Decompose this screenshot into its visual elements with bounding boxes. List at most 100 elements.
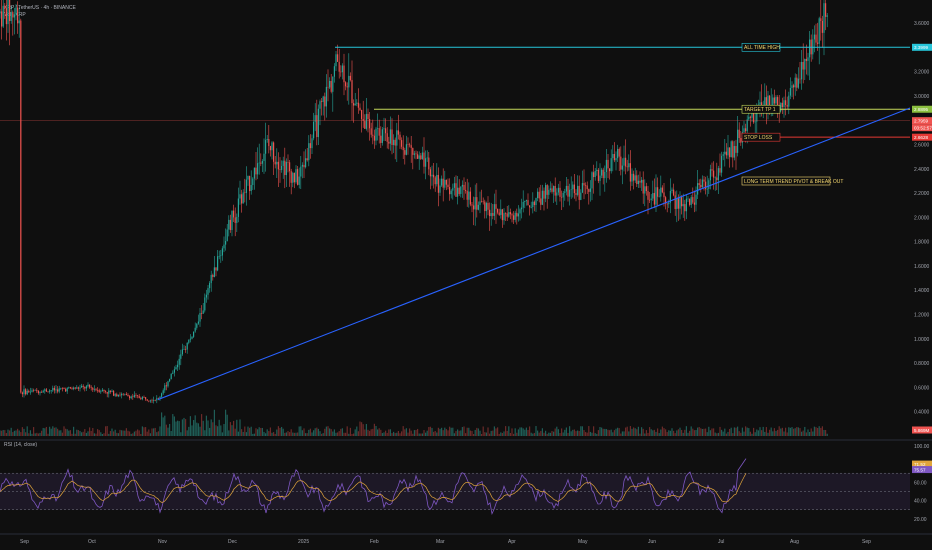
- volume-bar: [698, 427, 700, 436]
- volume-bar: [141, 426, 143, 436]
- candle-body: [277, 161, 279, 170]
- candle-body: [53, 387, 55, 391]
- volume-bar: [471, 430, 473, 436]
- volume-bar: [63, 426, 65, 436]
- volume-bar: [463, 426, 465, 436]
- volume-bar: [743, 431, 745, 436]
- candle-body: [593, 172, 595, 178]
- volume-bar: [809, 431, 811, 436]
- volume-bar: [359, 421, 361, 436]
- candle-body: [682, 204, 684, 207]
- volume-bar: [473, 433, 475, 436]
- volume-bar: [553, 431, 555, 436]
- volume-bar: [332, 431, 334, 436]
- candle-body: [516, 212, 518, 217]
- candle-body: [234, 217, 236, 223]
- candle-body: [461, 184, 463, 187]
- candle-body: [594, 170, 596, 178]
- candle-body: [553, 186, 555, 192]
- candle-body: [244, 192, 246, 194]
- candle-body: [284, 160, 286, 176]
- volume-bar: [138, 430, 140, 436]
- candle-body: [735, 146, 737, 153]
- volume-bar: [455, 431, 457, 436]
- candle-body: [113, 390, 115, 396]
- volume-bar: [492, 430, 494, 436]
- candle-body: [348, 75, 350, 88]
- rsi-tick-label: 100.00: [914, 444, 930, 450]
- candle-body: [44, 389, 46, 391]
- volume-bar: [53, 427, 55, 436]
- candle-body: [788, 95, 790, 107]
- candle-body: [717, 168, 719, 181]
- candle-body: [145, 397, 147, 400]
- candle-body: [745, 128, 747, 132]
- rsi-line: [0, 458, 747, 516]
- candle-body: [252, 178, 254, 186]
- candle-body: [653, 193, 655, 205]
- volume-bar: [273, 432, 275, 436]
- volume-bar: [293, 432, 295, 436]
- volume-bar: [561, 428, 563, 436]
- candle-body: [532, 201, 534, 208]
- volume-bar: [535, 426, 537, 436]
- volume-bar: [821, 426, 823, 436]
- time-tick-label: Jun: [648, 539, 656, 545]
- volume-bar: [250, 426, 252, 436]
- candle-body: [537, 191, 539, 199]
- rsi-ma-line: [0, 473, 747, 503]
- candle-body: [669, 190, 671, 203]
- candle-body: [442, 178, 444, 188]
- candle-body: [138, 396, 140, 399]
- volume-bar: [41, 430, 43, 436]
- candle-body: [521, 207, 523, 210]
- volume-bar: [292, 432, 294, 436]
- candle-body: [460, 186, 462, 194]
- volume-bar: [791, 427, 793, 436]
- candle-body: [47, 391, 49, 393]
- candle-body: [818, 18, 820, 44]
- volume-bar: [173, 416, 175, 436]
- volume-bar: [74, 433, 76, 436]
- volume-bar: [639, 433, 641, 436]
- volume-bar: [247, 426, 249, 436]
- volume-bar: [399, 433, 401, 436]
- candle-body: [74, 387, 76, 389]
- volume-bar: [679, 427, 681, 436]
- candle-body: [225, 241, 227, 245]
- volume-bar: [620, 433, 622, 436]
- volume-bar: [655, 431, 657, 436]
- volume-bar: [181, 419, 183, 436]
- volume-bar: [413, 430, 415, 436]
- volume-bar: [717, 432, 719, 436]
- candle-body: [681, 196, 683, 207]
- candle-body: [276, 161, 278, 165]
- candle-body: [28, 390, 30, 393]
- candle-body: [562, 192, 564, 198]
- volume-bar: [66, 429, 68, 436]
- volume-bar: [34, 433, 36, 436]
- candle-body: [162, 390, 164, 394]
- volume-bar: [525, 427, 527, 436]
- volume-bar: [826, 433, 828, 436]
- volume-bar: [81, 432, 83, 436]
- candle-body: [10, 12, 12, 21]
- candle-body: [345, 82, 347, 87]
- candle-body: [620, 156, 622, 170]
- volume-bar: [812, 431, 814, 436]
- candle-body: [522, 201, 524, 208]
- price-tick-label: 2.0000: [914, 215, 930, 221]
- candle-body: [257, 163, 259, 175]
- volume-bar: [807, 429, 809, 436]
- candle-body: [260, 162, 262, 164]
- volume-bar: [71, 433, 73, 436]
- volume-bar: [498, 433, 500, 436]
- volume-bar: [484, 432, 486, 436]
- candle-body: [85, 386, 87, 389]
- candle-body: [402, 146, 404, 151]
- volume-bar: [375, 425, 377, 436]
- volume-bar: [1, 430, 3, 436]
- candle-body: [249, 175, 251, 192]
- candle-body: [781, 102, 783, 108]
